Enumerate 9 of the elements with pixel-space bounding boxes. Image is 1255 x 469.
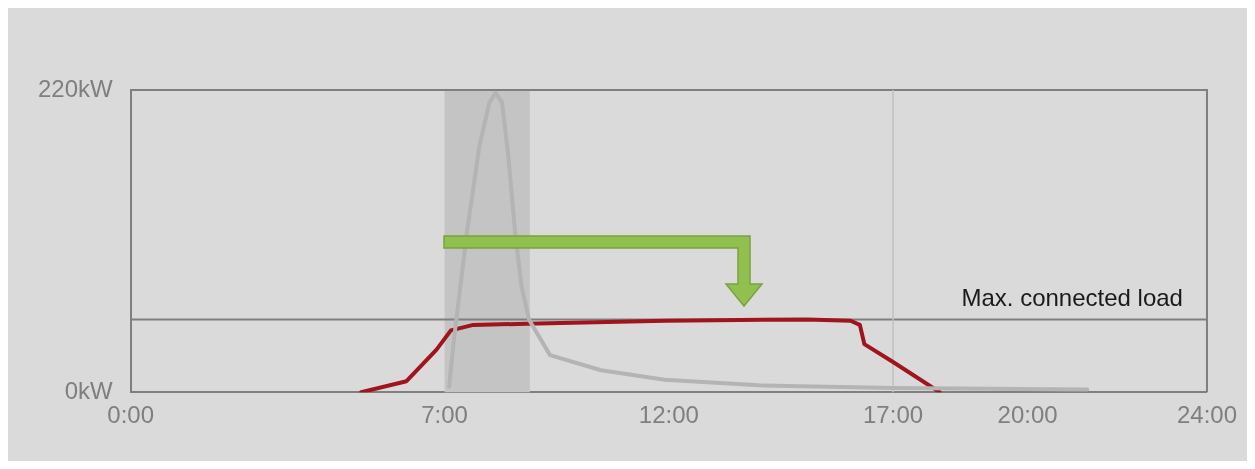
x-tick-label: 20:00 — [997, 401, 1058, 429]
x-tick-label: 12:00 — [638, 401, 699, 429]
x-tick-label: 17:00 — [863, 401, 924, 429]
x-tick-label: 7:00 — [421, 401, 468, 429]
ref-line-label: Max. connected load — [961, 284, 1183, 312]
y-tick-label: 220kW — [37, 74, 114, 102]
x-tick-label: 24:00 — [1176, 401, 1237, 429]
y-tick-label: 0kW — [64, 376, 114, 404]
x-tick-label: 0:00 — [107, 401, 155, 429]
